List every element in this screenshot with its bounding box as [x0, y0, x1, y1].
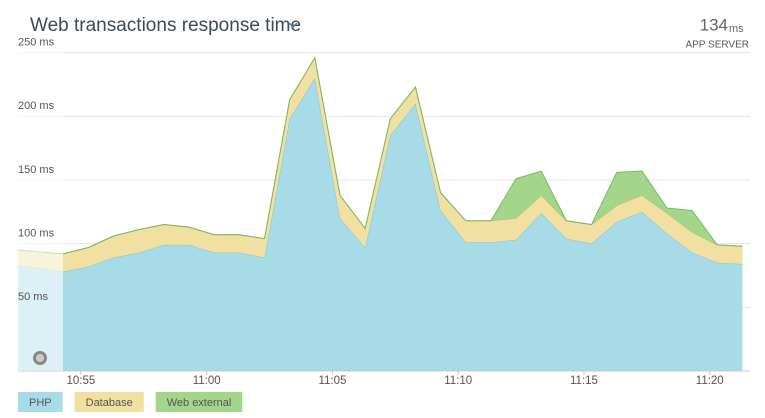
area-line — [17, 56, 743, 255]
x-tick-label: 11:20 — [696, 375, 724, 387]
y-tick-label: 150 ms — [18, 164, 55, 176]
y-tick-label: 200 ms — [18, 100, 55, 112]
overlay — [18, 45, 63, 371]
area-fill — [18, 78, 743, 371]
history-shade — [18, 45, 63, 371]
status-icon-inner — [36, 354, 44, 362]
legend-label: Web external — [167, 397, 232, 409]
legend-label: Database — [86, 397, 133, 409]
legend-swatch — [155, 392, 243, 412]
y-tick-label: 250 ms — [18, 37, 55, 49]
x-tick-label: 11:05 — [318, 375, 346, 387]
summary-value: 134 — [700, 15, 728, 34]
labels: 50 ms 100 ms 150 ms 200 ms 250 ms 10:55 11:00 1… — [18, 37, 724, 387]
legend-label: PHP — [29, 397, 52, 409]
summary-label: APP SERVER — [685, 40, 749, 51]
y-tick-label: 50 ms — [18, 291, 48, 303]
plot — [17, 56, 750, 372]
x-tick-label: 11:00 — [193, 375, 221, 387]
y-tick-label: 100 ms — [18, 228, 55, 240]
legend-swatch — [74, 392, 144, 412]
chart-title: Web transactions response time — [30, 15, 301, 36]
legend-item[interactable]: Database — [74, 392, 144, 412]
legend: PHP Database Web external — [18, 392, 243, 412]
x-tick-label: 11:10 — [444, 375, 472, 387]
legend-item[interactable]: PHP — [18, 392, 63, 412]
legend-item[interactable]: Web external — [155, 392, 243, 412]
title-dropdown[interactable] — [288, 22, 298, 29]
summary-unit: ms — [729, 23, 744, 35]
x-tick-label: 10:55 — [66, 375, 95, 387]
legend-swatch — [18, 392, 63, 412]
x-tick-label: 11:15 — [570, 375, 598, 387]
